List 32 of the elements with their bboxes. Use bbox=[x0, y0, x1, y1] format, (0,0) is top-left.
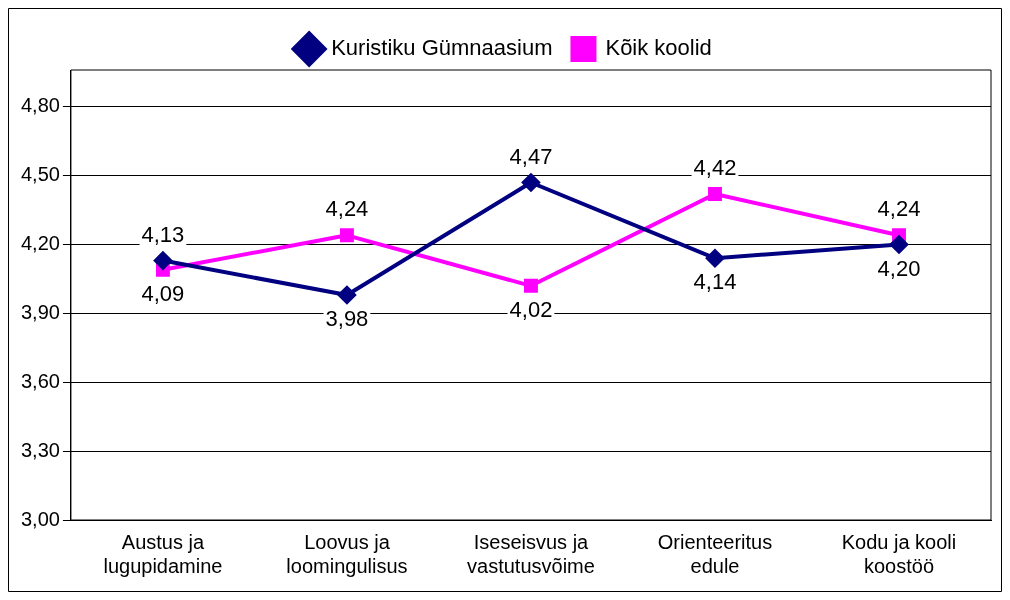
data-label: 4,47 bbox=[509, 143, 553, 169]
point bbox=[340, 228, 354, 243]
data-label: 4,13 bbox=[141, 221, 185, 247]
data-label: 4,24 bbox=[325, 196, 369, 222]
x-tick-label: Iseseisvus ja vastutusvõime bbox=[467, 530, 595, 577]
legend-label: Kuristiku Gümnaasium bbox=[331, 35, 553, 61]
y-tick-label: 3,60 bbox=[20, 369, 60, 392]
data-label: 4,02 bbox=[509, 296, 553, 322]
point bbox=[521, 173, 540, 192]
data-label: 4,20 bbox=[877, 255, 921, 281]
x-tick-label: Orienteeritus edule bbox=[657, 530, 773, 577]
data-label: 4,09 bbox=[141, 280, 185, 306]
y-tick-label: 4,20 bbox=[20, 232, 60, 255]
x-tick-label: Austus ja lugupidamine bbox=[103, 530, 223, 577]
point bbox=[889, 235, 908, 254]
data-label: 3,98 bbox=[325, 306, 369, 332]
data-label: 4,14 bbox=[693, 269, 737, 295]
data-label: 4,24 bbox=[877, 196, 921, 222]
y-tick-label: 3,90 bbox=[20, 300, 60, 323]
point bbox=[337, 286, 356, 304]
y-tick-label: 3,30 bbox=[20, 438, 60, 461]
point bbox=[708, 187, 722, 201]
y-tick-label: 4,50 bbox=[20, 163, 60, 186]
point bbox=[153, 251, 172, 270]
y-tick-label: 4,80 bbox=[20, 94, 60, 117]
x-tick-label: Kodu ja kooli koostöö bbox=[841, 530, 957, 577]
legend-label: Kõik koolid bbox=[605, 35, 712, 61]
point bbox=[524, 278, 538, 293]
y-tick-label: 3,00 bbox=[20, 507, 60, 530]
data-label: 4,42 bbox=[693, 155, 737, 181]
x-tick-label: Loovus ja loomingulisus bbox=[286, 530, 408, 577]
point bbox=[705, 249, 724, 268]
